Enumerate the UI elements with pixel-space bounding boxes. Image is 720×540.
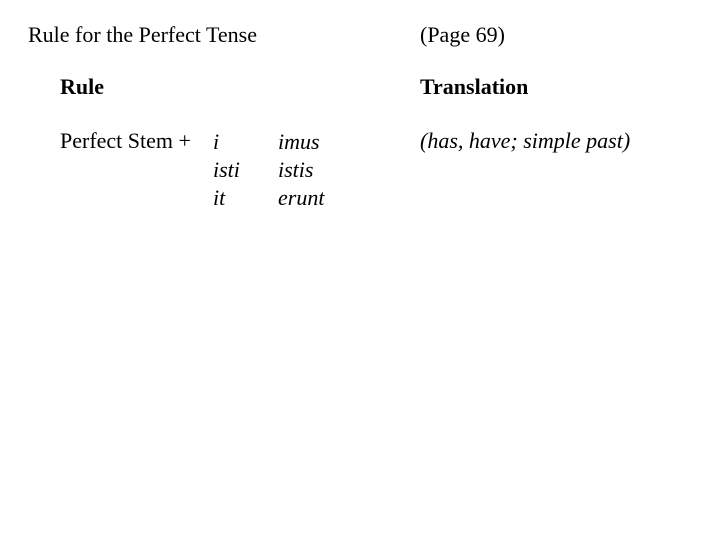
ending-2sg: isti [213, 156, 240, 184]
ending-1pl: imus [278, 128, 324, 156]
page-reference: (Page 69) [420, 22, 505, 48]
ending-3pl: erunt [278, 184, 324, 212]
ending-2pl: istis [278, 156, 324, 184]
ending-3sg: it [213, 184, 240, 212]
rule-column-header: Rule [60, 74, 104, 100]
stem-label: Perfect Stem + [60, 128, 191, 154]
page-title: Rule for the Perfect Tense [28, 22, 257, 48]
translation-column-header: Translation [420, 74, 528, 100]
endings-column-singular: i isti it [213, 128, 240, 212]
translation-value: (has, have; simple past) [420, 128, 630, 154]
endings-column-plural: imus istis erunt [278, 128, 324, 212]
ending-1sg: i [213, 128, 240, 156]
page-root: Rule for the Perfect Tense (Page 69) Rul… [0, 0, 720, 540]
